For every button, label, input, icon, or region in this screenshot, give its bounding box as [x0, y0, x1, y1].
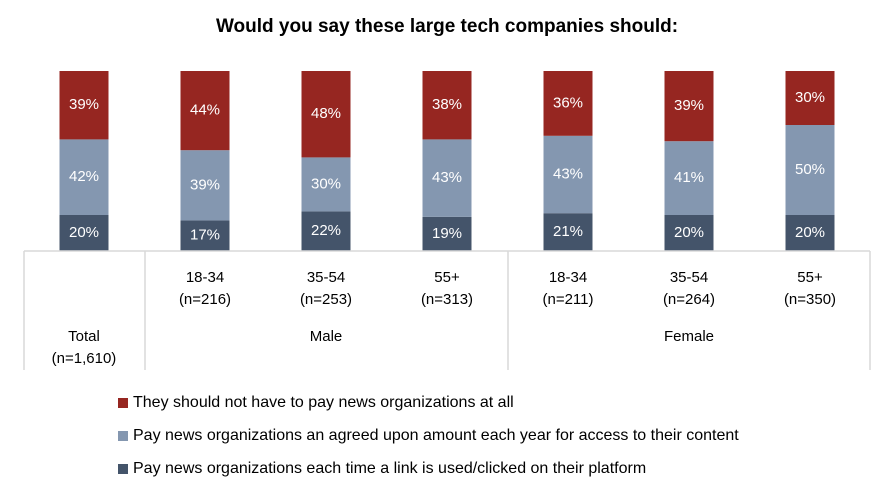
data-label: 20%	[795, 224, 825, 241]
bar-segment	[422, 71, 472, 140]
bar-segment	[59, 215, 109, 251]
bar-segment	[301, 211, 351, 251]
tick-label-n: (n=313)	[421, 291, 473, 308]
data-label: 20%	[674, 224, 704, 241]
tick-label-total: Total	[68, 328, 100, 345]
tick-label-total-n: (n=1,610)	[52, 350, 117, 367]
tick-label-n: (n=350)	[784, 291, 836, 308]
data-label: 22%	[311, 222, 341, 239]
legend-swatch	[118, 397, 128, 408]
group-label: Female	[664, 328, 714, 345]
bar-segment	[59, 71, 109, 140]
group-label: Male	[310, 328, 343, 345]
tick-label: 35-54	[670, 269, 708, 286]
legend-item: They should not have to pay news organiz…	[118, 386, 739, 419]
bar-segment	[785, 71, 835, 125]
data-label: 36%	[553, 94, 583, 111]
bar-segment	[422, 216, 472, 251]
bar-segment	[785, 215, 835, 251]
legend-item: Pay news organizations an agreed upon am…	[118, 419, 739, 452]
bar-segment	[180, 71, 230, 151]
data-label: 39%	[69, 96, 99, 113]
bar-segment	[785, 125, 835, 215]
tick-label: 55+	[797, 269, 823, 286]
legend-label: Pay news organizations an agreed upon am…	[133, 426, 739, 444]
stacked-bar-chart: 20% 42% 39% 17% 39% 44% 22% 30% 48% 19% 43% 38% 21% 4…	[23, 71, 871, 370]
data-label: 30%	[795, 89, 825, 106]
bar-segment	[422, 139, 472, 217]
bar-segment	[180, 150, 230, 221]
data-label: 21%	[553, 223, 583, 240]
data-label: 41%	[674, 169, 704, 186]
data-label: 50%	[795, 161, 825, 178]
legend-label: Pay news organizations each time a link …	[133, 459, 647, 477]
bar-segment	[301, 157, 351, 212]
tick-label: 55+	[434, 269, 460, 286]
legend: They should not have to pay news organiz…	[118, 386, 739, 485]
legend-swatch	[118, 430, 128, 441]
tick-label-n: (n=211)	[542, 291, 593, 308]
data-label: 38%	[432, 96, 462, 113]
tick-label: 35-54	[307, 269, 345, 286]
data-label: 30%	[311, 175, 341, 192]
bar-segment	[664, 215, 714, 251]
legend-label: They should not have to pay news organiz…	[133, 393, 514, 411]
data-label: 44%	[190, 102, 220, 119]
bar-segment	[664, 141, 714, 215]
data-label: 19%	[432, 225, 462, 242]
bar-segment	[180, 220, 230, 251]
bar-segment	[543, 135, 593, 214]
tick-label-n: (n=253)	[300, 291, 352, 308]
legend-item: Pay news organizations each time a link …	[118, 452, 739, 485]
data-label: 39%	[190, 176, 220, 193]
data-label: 43%	[432, 169, 462, 186]
bar-segment	[664, 71, 714, 142]
data-label: 48%	[311, 105, 341, 122]
data-label: 17%	[190, 227, 220, 244]
tick-label-n: (n=264)	[663, 291, 715, 308]
bar-segment	[301, 71, 351, 158]
data-label: 42%	[69, 168, 99, 185]
bar-segment	[59, 139, 109, 215]
tick-label: 18-34	[186, 269, 224, 286]
tick-label: 18-34	[549, 269, 587, 286]
bar-segment	[543, 71, 593, 136]
tick-label-n: (n=216)	[179, 291, 231, 308]
data-label: 39%	[674, 97, 704, 114]
chart-title: Would you say these large tech companies…	[215, 16, 679, 37]
legend-swatch	[118, 463, 128, 474]
bar-segment	[543, 213, 593, 251]
data-label: 43%	[553, 165, 583, 182]
data-label: 20%	[69, 224, 99, 241]
